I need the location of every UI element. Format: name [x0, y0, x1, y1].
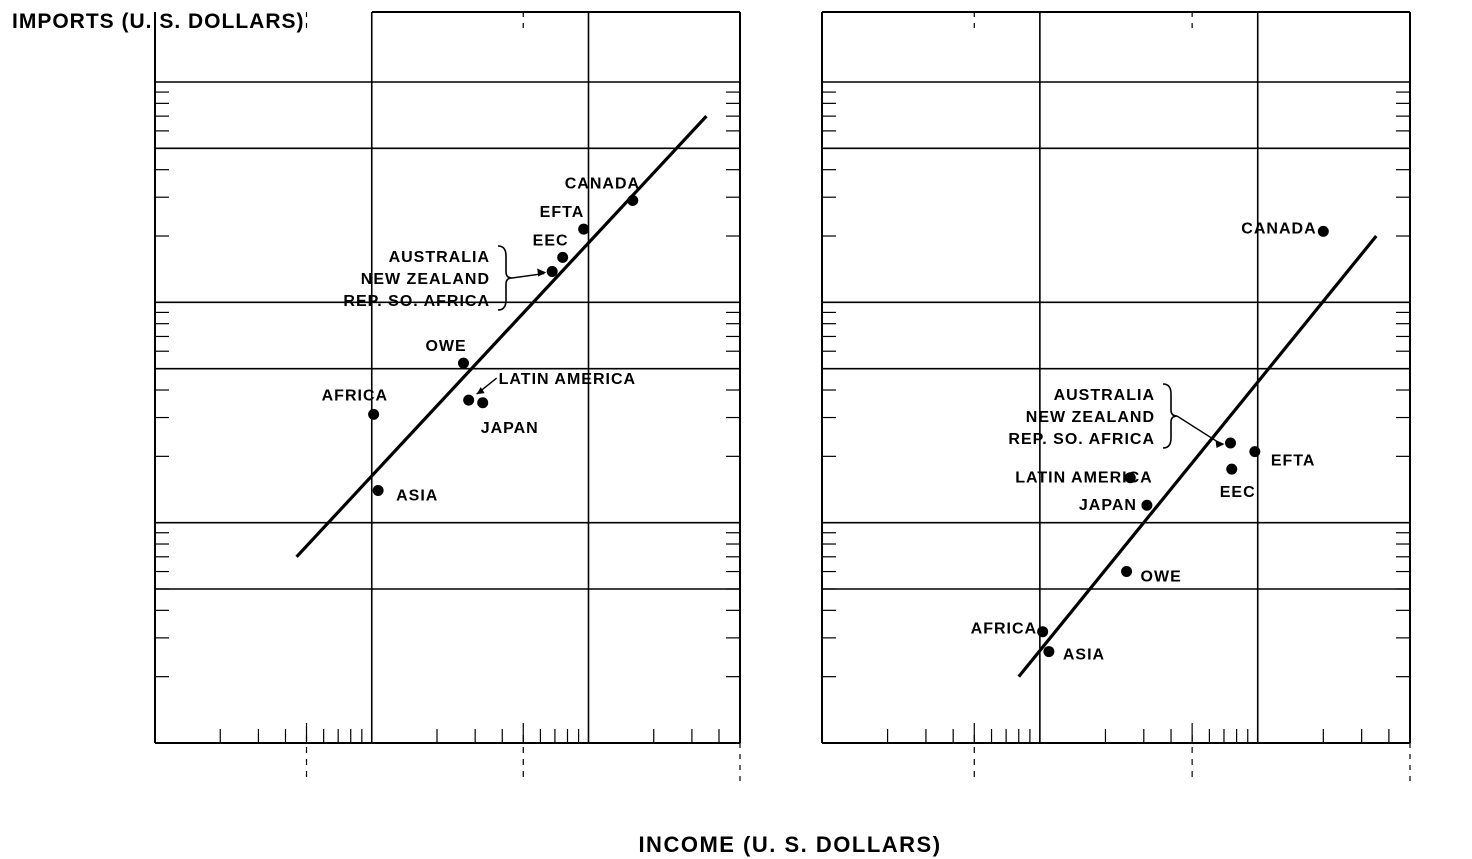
data-point [578, 223, 590, 235]
point-label: AUSTRALIA [1054, 387, 1155, 404]
point-label: LATIN AMERICA [499, 371, 636, 388]
point-label: CANADA [1241, 220, 1316, 237]
data-point [1317, 225, 1329, 237]
point-label: EFTA [1271, 453, 1316, 470]
data-point [457, 357, 469, 369]
point-label: NEW ZEALAND [361, 271, 490, 288]
point-label: CANADA [565, 175, 640, 192]
point-label: LATIN AMERICA [1015, 470, 1152, 487]
data-point [546, 266, 558, 278]
point-label: EFTA [540, 204, 585, 221]
point-label: EEC [1220, 484, 1256, 501]
point-label: AFRICA [322, 387, 388, 404]
data-point [372, 484, 384, 496]
label-arrow-head [537, 268, 547, 277]
data-point [1043, 646, 1055, 658]
point-label: OWE [1141, 569, 1182, 586]
trend-line [295, 115, 708, 558]
label-arrow-head [476, 387, 485, 395]
panel-from-united-states: CANADA AUSTRALIA NEW ZEALAND REP. SO. AFRIC… [821, 11, 1411, 783]
point-label: NEW ZEALAND [1026, 409, 1155, 426]
y-axis-label: IMPORTS (U. S. DOLLARS) [12, 10, 305, 33]
data-point [557, 251, 569, 263]
data-point [477, 397, 489, 409]
trend-line [1017, 234, 1378, 678]
data-point [368, 408, 380, 420]
data-point [1226, 463, 1238, 475]
point-label: EEC [533, 232, 569, 249]
point-label: REP. SO. AFRICA [343, 293, 490, 310]
point-label: ASIA [396, 487, 438, 504]
data-point [1225, 437, 1237, 449]
label-arrow [1176, 415, 1223, 446]
data-point [1121, 566, 1133, 578]
data-point [463, 394, 475, 406]
point-label: OWE [425, 338, 466, 355]
data-point [627, 194, 639, 206]
point-label: AUSTRALIA [389, 249, 490, 266]
label-bracket [497, 245, 513, 311]
point-label: REP. SO. AFRICA [1008, 431, 1155, 448]
panel-from-all-countries: CANADA EFTA EEC AUSTRALIA NEW ZEALAND REP. SO… [154, 11, 741, 783]
data-point [1037, 626, 1049, 638]
label-arrow-head [1215, 439, 1225, 448]
data-point [1124, 472, 1136, 484]
x-axis-label: INCOME (U. S. DOLLARS) [638, 832, 941, 857]
point-label: JAPAN [481, 420, 539, 437]
data-point [1141, 499, 1153, 511]
point-label: ASIA [1063, 647, 1105, 664]
data-point [1249, 446, 1261, 458]
label-bracket [1162, 383, 1178, 449]
point-label: AFRICA [971, 621, 1037, 638]
point-label: JAPAN [1079, 497, 1137, 514]
